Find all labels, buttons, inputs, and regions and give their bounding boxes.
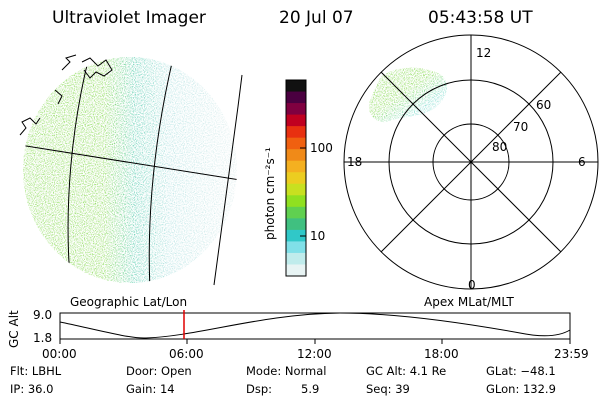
gain-status: Gain: 14 — [126, 382, 175, 396]
filter-status: Flt: LBHL — [10, 364, 62, 378]
image-time: 05:43:58 UT — [428, 8, 533, 28]
lat-label-80: 80 — [492, 140, 508, 154]
colorbar-stripe — [286, 241, 306, 254]
colorbar-stripe — [286, 218, 306, 231]
colorbar-stripe — [286, 114, 306, 127]
time-tick-1800: 18:00 — [424, 347, 459, 361]
colorbar-tick-100: 100 — [310, 141, 333, 155]
colorbar-stripe — [286, 172, 306, 185]
time-tick-1200: 12:00 — [297, 347, 332, 361]
geographic-label: Geographic Lat/Lon — [70, 295, 188, 309]
geo-latitude-line — [23, 144, 237, 181]
geo-longitude-line — [148, 57, 176, 283]
altitude-plot — [59, 310, 571, 344]
glon-status: GLon: 132.9 — [486, 382, 556, 396]
altitude-max: 9.0 — [33, 308, 53, 322]
time-tick-0600: 06:00 — [169, 347, 204, 361]
mlt-label-18: 18 — [347, 155, 363, 169]
colorbar-stripe — [286, 103, 306, 116]
colorbar-stripe — [286, 160, 306, 173]
colorbar-stripe — [286, 195, 306, 208]
geo-longitude-line — [213, 74, 243, 286]
colorbar-tick-10: 10 — [310, 229, 326, 243]
app-title: Ultraviolet Imager — [52, 8, 206, 28]
colorbar-stripe — [286, 80, 306, 93]
colorbar — [285, 79, 307, 277]
lat-label-60: 60 — [536, 98, 552, 112]
altitude-curve — [59, 312, 571, 339]
mode-status: Mode: Normal — [246, 364, 327, 378]
altitude-axis-label: GC Alt — [7, 310, 21, 348]
colorbar-stripe — [286, 252, 306, 265]
dsp-value: 5.9 — [301, 382, 320, 396]
colorbar-stripe — [286, 126, 306, 139]
glat-status: GLat: −48.1 — [486, 364, 556, 378]
colorbar-stripe — [286, 183, 306, 196]
lat-label-70: 70 — [513, 120, 529, 134]
time-tick-0000: 00:00 — [42, 347, 77, 361]
ip-status: IP: 36.0 — [10, 382, 54, 396]
colorbar-stripe — [286, 149, 306, 162]
polar-aurora — [368, 67, 447, 123]
colorbar-stripe — [286, 264, 306, 277]
mlt-label-6: 6 — [578, 155, 586, 169]
colorbar-stripe — [286, 137, 306, 150]
colorbar-stripe — [286, 91, 306, 104]
seq-status: Seq: 39 — [366, 382, 410, 396]
mlt-label-12: 12 — [476, 46, 492, 60]
apex-label: Apex MLat/MLT — [424, 295, 514, 309]
geographic-image — [19, 54, 243, 286]
time-tick-2359: 23:59 — [554, 347, 589, 361]
door-status: Door: Open — [126, 364, 192, 378]
dsp-label: Dsp: — [246, 382, 273, 396]
colorbar-stripe — [286, 206, 306, 219]
colorbar-stripe — [286, 229, 306, 242]
altitude-min: 1.8 — [33, 331, 53, 345]
image-date: 20 Jul 07 — [279, 8, 354, 28]
colorbar-unit: photon cm⁻²s⁻¹ — [263, 147, 277, 240]
mlt-label-0: 0 — [468, 278, 476, 292]
gc-alt-status: GC Alt: 4.1 Re — [366, 364, 447, 378]
coastline — [19, 54, 113, 136]
polar-plot — [343, 34, 599, 290]
